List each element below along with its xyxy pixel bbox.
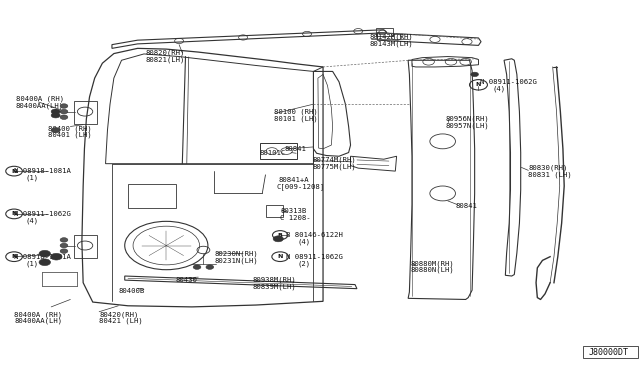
Circle shape bbox=[471, 72, 479, 77]
Circle shape bbox=[51, 128, 60, 133]
Text: 80420(RH): 80420(RH) bbox=[99, 311, 138, 318]
Text: N: N bbox=[278, 254, 283, 259]
Text: B: B bbox=[278, 232, 283, 238]
Circle shape bbox=[193, 265, 201, 269]
Text: 80400A (RH): 80400A (RH) bbox=[14, 311, 62, 318]
Text: 80421 (LH): 80421 (LH) bbox=[99, 318, 143, 324]
Text: (2): (2) bbox=[298, 261, 310, 267]
Text: (4): (4) bbox=[493, 85, 506, 92]
Text: 80880N(LH): 80880N(LH) bbox=[411, 267, 454, 273]
Text: N 08911-1062G: N 08911-1062G bbox=[480, 79, 536, 85]
Text: 80774M(RH): 80774M(RH) bbox=[312, 157, 356, 163]
Text: 80820(RH): 80820(RH) bbox=[146, 49, 185, 56]
Circle shape bbox=[51, 109, 60, 114]
Text: (4): (4) bbox=[298, 238, 310, 245]
Circle shape bbox=[39, 259, 51, 266]
Text: N: N bbox=[12, 211, 17, 217]
Text: 80830(RH): 80830(RH) bbox=[529, 165, 568, 171]
Text: N 08918-1081A: N 08918-1081A bbox=[14, 254, 71, 260]
Circle shape bbox=[60, 109, 68, 114]
Text: N 08911-1062G: N 08911-1062G bbox=[286, 254, 343, 260]
Text: 80957N(LH): 80957N(LH) bbox=[445, 122, 489, 129]
Circle shape bbox=[206, 265, 214, 269]
Text: 80430: 80430 bbox=[176, 277, 198, 283]
Circle shape bbox=[60, 238, 68, 242]
Text: N: N bbox=[12, 254, 17, 259]
Text: 80400A (RH): 80400A (RH) bbox=[16, 95, 64, 102]
Text: 80821(LH): 80821(LH) bbox=[146, 56, 185, 63]
Text: N: N bbox=[476, 82, 481, 87]
Circle shape bbox=[60, 249, 68, 253]
Text: 80841: 80841 bbox=[456, 203, 477, 209]
Text: C 1208-: C 1208- bbox=[280, 215, 311, 221]
Text: 80841: 80841 bbox=[285, 146, 307, 152]
Text: 80142M(RH): 80142M(RH) bbox=[370, 34, 413, 41]
Text: 80101C: 80101C bbox=[260, 150, 286, 155]
Circle shape bbox=[39, 250, 51, 257]
Text: C[009-1208]: C[009-1208] bbox=[276, 184, 324, 190]
Text: 80143M(LH): 80143M(LH) bbox=[370, 41, 413, 47]
Text: 80400 (RH): 80400 (RH) bbox=[48, 125, 92, 132]
Text: 80831 (LH): 80831 (LH) bbox=[529, 171, 572, 178]
Text: N 08911-1062G: N 08911-1062G bbox=[14, 211, 71, 217]
Text: 80231N(LH): 80231N(LH) bbox=[215, 257, 259, 264]
Text: 80400AA(LH): 80400AA(LH) bbox=[16, 103, 64, 109]
Circle shape bbox=[60, 115, 68, 119]
Text: N: N bbox=[12, 169, 17, 174]
Text: 80401 (LH): 80401 (LH) bbox=[48, 132, 92, 138]
Text: 80956N(RH): 80956N(RH) bbox=[445, 116, 489, 122]
Text: J80000DT: J80000DT bbox=[589, 348, 628, 357]
Circle shape bbox=[51, 253, 62, 260]
Circle shape bbox=[60, 104, 68, 108]
Text: 80775M(LH): 80775M(LH) bbox=[312, 163, 356, 170]
Circle shape bbox=[51, 113, 60, 118]
Text: 80101 (LH): 80101 (LH) bbox=[274, 115, 317, 122]
Text: 80313B: 80313B bbox=[280, 208, 307, 214]
Text: 80400B: 80400B bbox=[118, 288, 145, 294]
Text: 80100 (RH): 80100 (RH) bbox=[274, 108, 317, 115]
Text: 80230N(RH): 80230N(RH) bbox=[215, 250, 259, 257]
Text: 80400AA(LH): 80400AA(LH) bbox=[14, 318, 62, 324]
Text: (4): (4) bbox=[26, 218, 38, 224]
Text: 80841+A: 80841+A bbox=[278, 177, 309, 183]
Text: 80839M(LH): 80839M(LH) bbox=[253, 283, 296, 290]
Text: (1): (1) bbox=[26, 175, 38, 182]
Text: B 80146-6122H: B 80146-6122H bbox=[286, 232, 343, 238]
Text: N 08918-1081A: N 08918-1081A bbox=[14, 168, 71, 174]
Circle shape bbox=[60, 243, 68, 248]
Text: 80938M(RH): 80938M(RH) bbox=[253, 276, 296, 283]
Circle shape bbox=[273, 236, 284, 242]
Text: 80880M(RH): 80880M(RH) bbox=[411, 260, 454, 267]
Text: (1): (1) bbox=[26, 260, 38, 267]
